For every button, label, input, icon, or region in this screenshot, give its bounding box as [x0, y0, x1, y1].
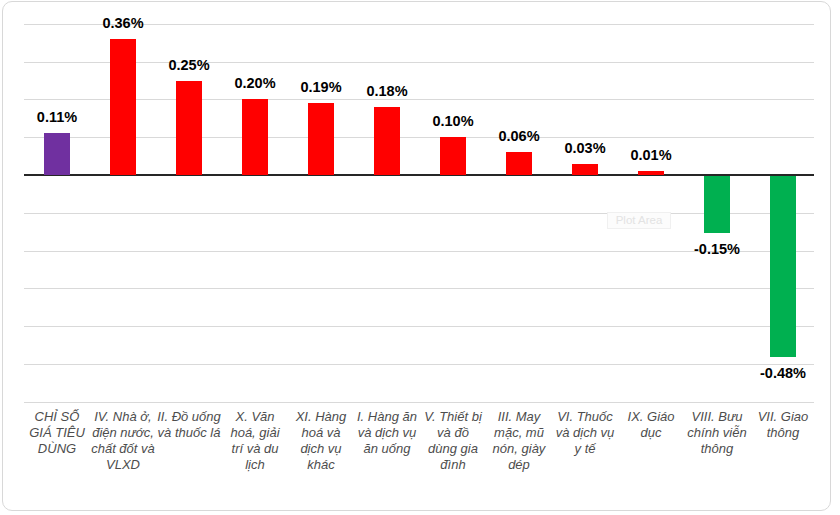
category-label: III. May mặc, mũ nón, giày dép [487, 409, 551, 473]
value-label: 0.10% [417, 113, 489, 129]
bar[interactable] [44, 133, 70, 175]
gridline [24, 402, 814, 403]
value-label: 0.19% [285, 79, 357, 95]
bar[interactable] [440, 137, 466, 175]
value-label: 0.25% [153, 57, 225, 73]
bar[interactable] [242, 99, 268, 175]
category-label: X. Văn hoá, giải trí và du lịch [223, 409, 287, 473]
gridline [24, 213, 814, 214]
gridline [24, 364, 814, 365]
bar[interactable] [506, 152, 532, 175]
category-label: V. Thiết bị và đồ dùng gia đình [421, 409, 485, 473]
value-label: 0.36% [87, 15, 159, 31]
value-label: 0.20% [219, 75, 291, 91]
zero-axis-line [24, 174, 814, 176]
category-label: II. Đồ uống và thuốc lá [157, 409, 221, 441]
gridline [24, 326, 814, 327]
category-label: VII. Giao thông [751, 409, 815, 441]
bar[interactable] [374, 107, 400, 175]
value-label: 0.06% [483, 128, 555, 144]
value-label: 0.18% [351, 83, 423, 99]
category-label: CHỈ SỐ GIÁ TIÊU DÙNG [25, 409, 89, 457]
value-label: 0.11% [21, 109, 93, 125]
value-label: 0.03% [549, 140, 621, 156]
category-label: VIII. Bưu chính viễn thông [685, 409, 749, 457]
bar[interactable] [638, 171, 664, 175]
bar[interactable] [176, 81, 202, 176]
bar[interactable] [770, 176, 796, 357]
value-label: 0.01% [615, 147, 687, 163]
value-label: -0.48% [747, 365, 819, 381]
gridline [24, 62, 814, 63]
bar[interactable] [110, 39, 136, 175]
category-label: XI. Hàng hoá và dịch vụ khác [289, 409, 353, 473]
gridline [24, 137, 814, 138]
plot-area-tooltip: Plot Area [607, 212, 671, 229]
category-label: IX. Giáo dục [619, 409, 683, 441]
bar[interactable] [308, 103, 334, 175]
gridline [24, 99, 814, 100]
category-label: VI. Thuốc và dịch vụ y tế [553, 409, 617, 457]
bar[interactable] [572, 164, 598, 175]
cpi-bar-chart[interactable]: 0.11% 0.36% 0.25% 0.20%0.19%0.18% 0.10%0.06%… [0, 0, 840, 515]
gridline [24, 288, 814, 289]
value-label: -0.15% [681, 241, 753, 257]
bar[interactable] [704, 176, 730, 233]
category-label: I. Hàng ăn và dịch vụ ăn uống [355, 409, 419, 457]
category-label: IV. Nhà ở, điện nước, chất đốt và VLXD [91, 409, 155, 473]
